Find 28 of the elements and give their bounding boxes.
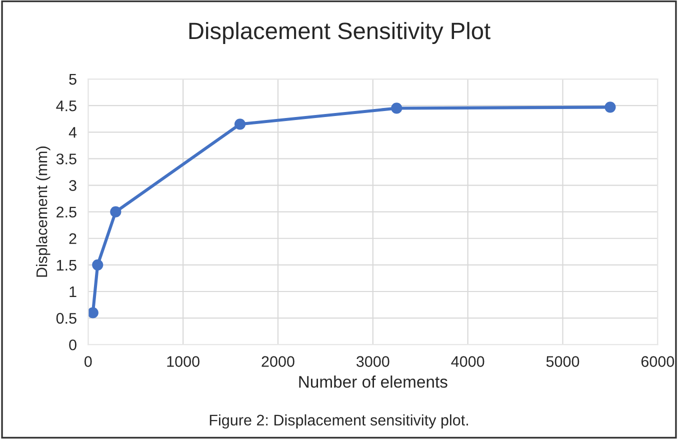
x-axis-title: Number of elements [299, 376, 448, 388]
point [88, 307, 98, 318]
x-tick-label: 2000 [262, 356, 294, 367]
y-tick-label: 1 [70, 286, 76, 298]
point [234, 118, 246, 130]
point [391, 102, 402, 114]
x-tick-label: 4000 [451, 356, 484, 367]
point [110, 206, 122, 218]
y-tick-label: 1.5 [56, 260, 76, 271]
point [604, 102, 616, 113]
y-tick-label: 4 [68, 127, 77, 138]
point [92, 259, 104, 270]
y-tick-label: 3 [69, 180, 76, 191]
x-tick-label: 5000 [546, 356, 580, 367]
y-tick-label: 5 [69, 74, 76, 85]
y-tick-label: 4.5 [56, 100, 76, 112]
chart-title: Displacement Sensitivity Plot [189, 22, 490, 44]
y-tick-label: 0.5 [56, 312, 76, 324]
y-axis-title: Displacement (mm) [36, 146, 50, 277]
x-tick-label: 0 [84, 356, 92, 367]
x-tick-label: 1000 [167, 356, 200, 367]
x-tick-label: 6000 [641, 356, 674, 367]
caption: Figure 2: Displacement sensitivity plot. [210, 414, 468, 429]
y-tick-label: 0 [69, 339, 76, 350]
x-tick-label: 3000 [356, 356, 390, 367]
y-tick-label: 2.5 [56, 206, 76, 218]
y-tick-label: 2 [69, 233, 76, 244]
y-tick-label: 3.5 [56, 154, 76, 164]
